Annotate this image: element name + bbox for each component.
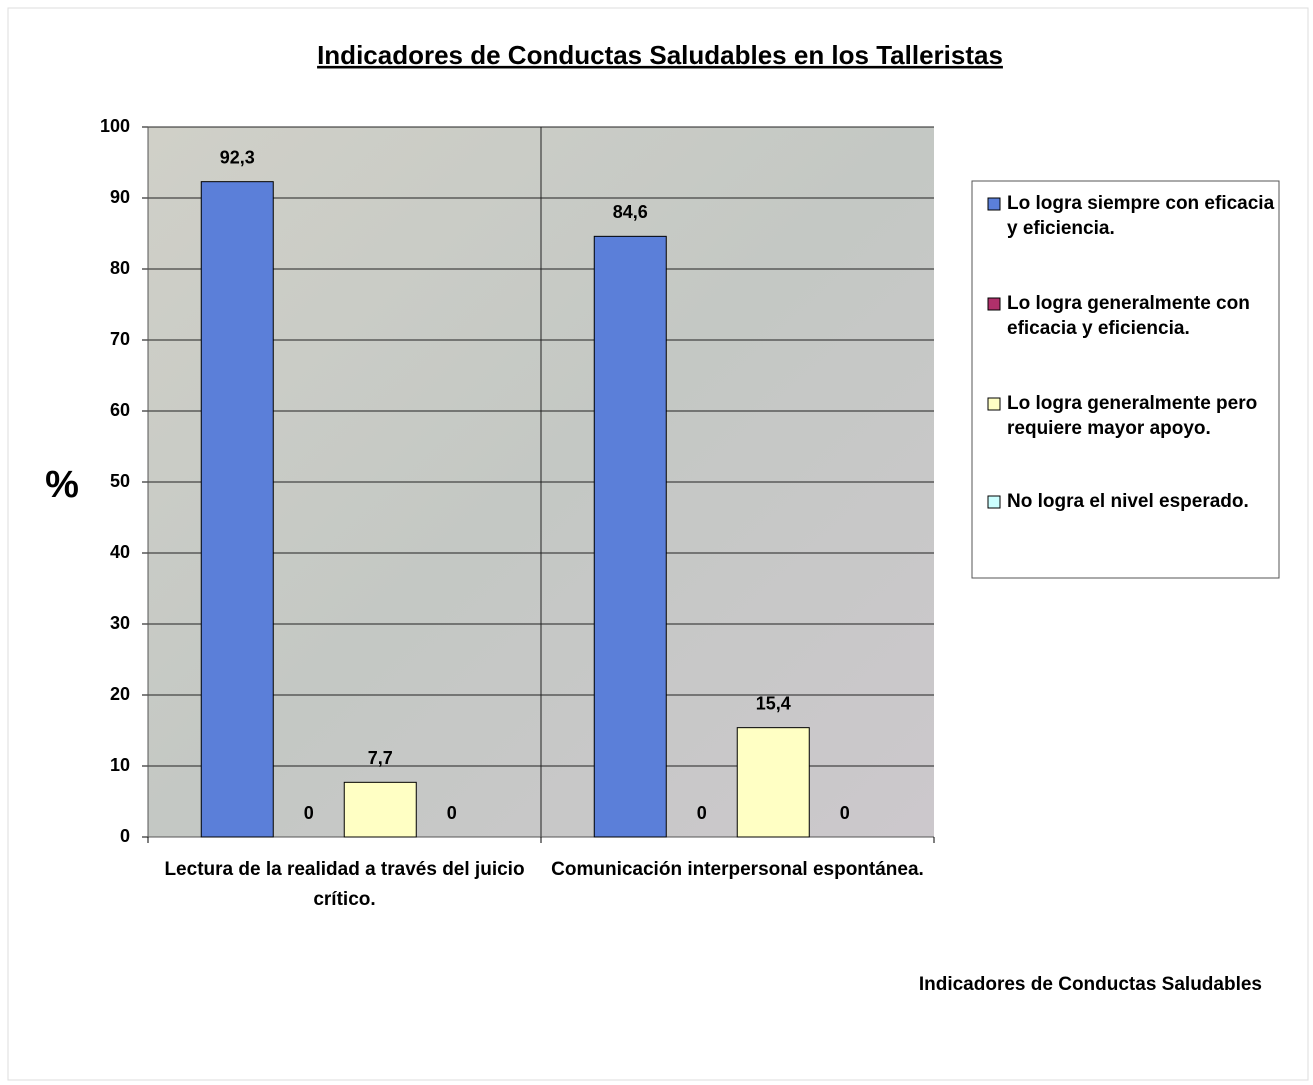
legend-label: Lo logra generalmente con eficacia y efi… xyxy=(1007,293,1250,339)
y-tick-label: 40 xyxy=(110,542,130,562)
y-tick-label: 60 xyxy=(110,400,130,420)
bar xyxy=(736,727,810,838)
data-label: 84,6 xyxy=(613,202,648,222)
chart-title: Indicadores de Conductas Saludables en l… xyxy=(317,40,1003,70)
x-tick-label: Comunicación interpersonal espontánea. xyxy=(551,859,924,880)
data-label: 7,7 xyxy=(368,748,393,768)
legend-label: Lo logra generalmente pero requiere mayo… xyxy=(1007,393,1258,439)
x-tick-label: Lectura de la realidad a través del juic… xyxy=(164,859,525,910)
y-tick-label: 30 xyxy=(110,613,130,633)
bar xyxy=(200,181,274,838)
data-label: 0 xyxy=(304,803,314,823)
legend-swatch xyxy=(987,495,1001,509)
bar xyxy=(593,235,667,838)
y-tick-label: 0 xyxy=(120,826,130,846)
data-label: 0 xyxy=(697,803,707,823)
legend-swatch xyxy=(987,297,1001,311)
x-axis-label: Indicadores de Conductas Saludables xyxy=(919,974,1262,995)
y-tick-label: 80 xyxy=(110,258,130,278)
data-label: 92,3 xyxy=(220,147,255,167)
legend-label: Lo logra siempre con eficacia y eficienc… xyxy=(1007,193,1275,239)
legend-swatch xyxy=(987,197,1001,211)
y-tick-label: 100 xyxy=(100,116,130,136)
bar xyxy=(343,781,417,838)
legend-label: No logra el nivel esperado. xyxy=(1007,491,1249,512)
y-axis-label: % xyxy=(45,464,79,506)
legend-swatch xyxy=(987,397,1001,411)
legend-box xyxy=(971,180,1280,579)
y-tick-label: 90 xyxy=(110,187,130,207)
data-label: 0 xyxy=(840,803,850,823)
y-tick-label: 50 xyxy=(110,471,130,491)
y-tick-label: 20 xyxy=(110,684,130,704)
y-tick-label: 10 xyxy=(110,755,130,775)
data-label: 15,4 xyxy=(756,693,791,713)
data-label: 0 xyxy=(447,803,457,823)
y-tick-label: 70 xyxy=(110,329,130,349)
